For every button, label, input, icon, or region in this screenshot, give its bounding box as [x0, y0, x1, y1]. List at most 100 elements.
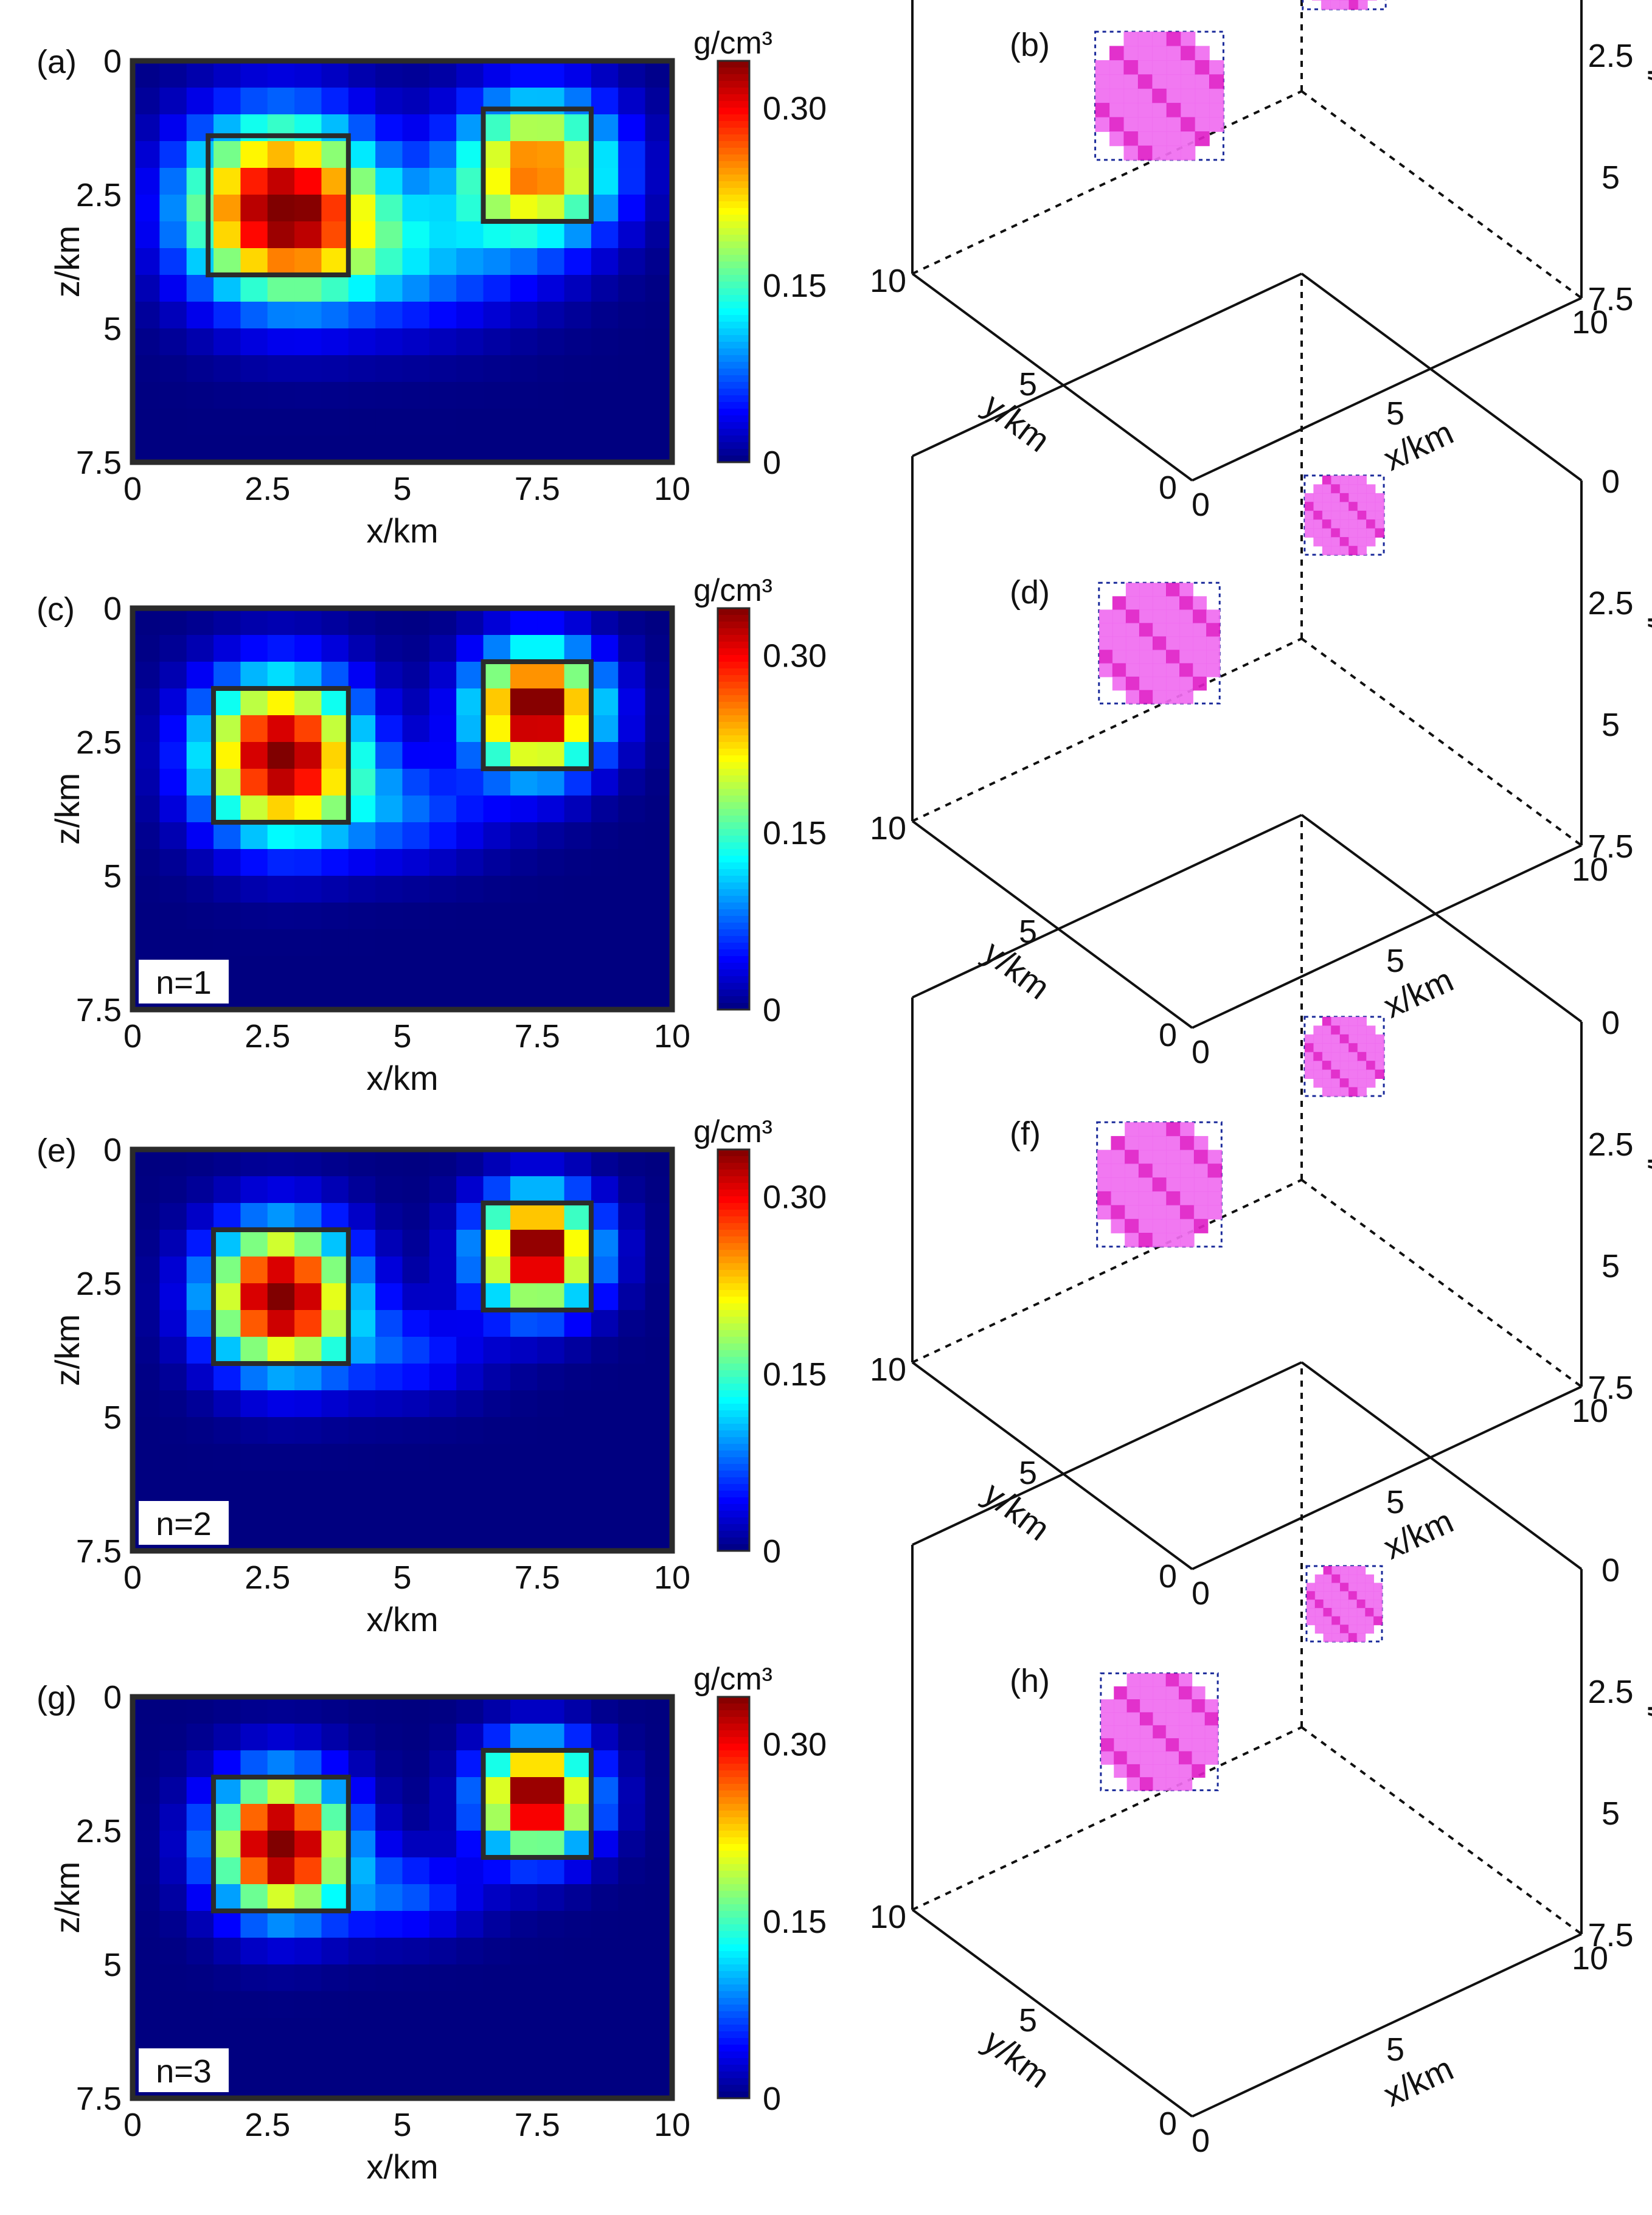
heatmap-cell	[267, 1724, 295, 1751]
colorbar-segment	[718, 2065, 749, 2072]
voxel	[1322, 1043, 1332, 1053]
heatmap-cell	[591, 409, 619, 436]
heatmap-cell	[321, 409, 349, 436]
heatmap-cell	[294, 168, 322, 195]
heatmap-cell	[537, 195, 565, 222]
heatmap-cell	[537, 1283, 565, 1311]
voxel	[1152, 131, 1167, 147]
heatmap-cell	[159, 195, 187, 222]
voxel	[1152, 676, 1167, 691]
heatmap-cell	[240, 221, 268, 249]
heatmap-cell	[618, 355, 646, 383]
true-model-box	[211, 1775, 351, 1913]
colorbar-segment	[718, 615, 749, 622]
colorbar-segment	[718, 2005, 749, 2012]
heatmap-cell	[240, 1417, 268, 1444]
voxel	[1180, 1191, 1195, 1206]
colorbar-tick-label: 0.30	[763, 91, 827, 127]
heatmap-cell	[483, 662, 511, 689]
colorbar-segment	[718, 108, 749, 115]
heatmap-cell	[159, 635, 187, 662]
heatmap-cell	[294, 1390, 322, 1418]
heatmap-cell	[348, 2071, 376, 2099]
heatmap-cell	[375, 662, 403, 689]
heatmap-cell	[456, 769, 484, 796]
voxel	[1097, 1205, 1112, 1220]
x-tick-label: 5	[393, 471, 411, 507]
colorbar-segment	[718, 695, 749, 702]
z-tick-label: 5	[1602, 159, 1620, 196]
heatmap-cell	[321, 1991, 349, 2019]
heatmap-cell	[321, 635, 349, 662]
voxel	[1139, 1738, 1154, 1752]
heatmap-cell	[510, 1938, 538, 1965]
heatmap-cell	[456, 903, 484, 930]
x-tick-label: 0	[123, 2107, 142, 2143]
voxel	[1209, 117, 1224, 132]
z-tick-label: 5	[1602, 1795, 1620, 1832]
colorbar-segment	[718, 1451, 749, 1458]
voxel	[1209, 74, 1224, 89]
heatmap-cell	[186, 1149, 214, 1177]
heatmap-cell	[510, 929, 538, 957]
colorbar-segment	[718, 1424, 749, 1431]
voxel	[1152, 1219, 1167, 1233]
heatmap-cell	[267, 1524, 295, 1551]
voxel	[1331, 1616, 1341, 1626]
heatmap-cell	[294, 248, 322, 276]
heatmap-cell	[321, 742, 349, 769]
heatmap-cell	[564, 956, 592, 983]
heatmap-cell	[321, 1750, 349, 1778]
heatmap-cell	[483, 2045, 511, 2072]
heatmap-cell	[564, 1149, 592, 1177]
heatmap-cell	[618, 88, 646, 115]
heatmap-cell	[294, 1964, 322, 1992]
heatmap-cell	[159, 2018, 187, 2045]
heatmap-cell	[375, 1337, 403, 1364]
voxel	[1166, 131, 1181, 147]
voxel	[1179, 596, 1193, 611]
heatmap-cell	[213, 608, 241, 636]
heatmap-cell	[240, 903, 268, 930]
heatmap-cell	[456, 1697, 484, 1724]
heatmap-cell	[348, 1777, 376, 1804]
voxel	[1112, 676, 1126, 691]
voxel	[1366, 502, 1376, 511]
voxel	[1193, 1163, 1209, 1178]
heatmap-cell	[429, 1857, 457, 1885]
heatmap-cell	[591, 876, 619, 903]
heatmap-cell	[375, 1364, 403, 1391]
heatmap-cell	[186, 1203, 214, 1230]
voxel	[1139, 650, 1153, 664]
heatmap-cell	[213, 248, 241, 276]
heatmap-cell	[294, 355, 322, 383]
heatmap-cell	[510, 796, 538, 823]
voxel	[1193, 1177, 1209, 1192]
heatmap-cell	[159, 1697, 187, 1724]
heatmap-cell	[645, 608, 673, 636]
heatmap-cell	[213, 1203, 241, 1230]
voxel	[1348, 1566, 1358, 1575]
heatmap-cell	[483, 742, 511, 769]
voxel	[1375, 1052, 1384, 1062]
voxel	[1331, 1025, 1341, 1035]
heatmap-cell	[267, 796, 295, 823]
colorbar-segment	[718, 715, 749, 723]
voxel	[1322, 1069, 1332, 1079]
colorbar-segment	[718, 1811, 749, 1818]
colorbar-segment	[718, 1216, 749, 1224]
heatmap-cell	[375, 1697, 403, 1724]
heatmap-cell	[564, 1390, 592, 1418]
heatmap-cell	[321, 2018, 349, 2045]
voxel	[1123, 117, 1139, 132]
heatmap-cell	[510, 1471, 538, 1498]
heatmap-cell	[510, 1337, 538, 1364]
heatmap-cell	[321, 715, 349, 743]
voxel	[1366, 528, 1376, 538]
heatmap-cell	[213, 195, 241, 222]
colorbar-segment	[718, 1190, 749, 1197]
heatmap-cell	[159, 1857, 187, 1885]
heatmap-cell	[159, 1283, 187, 1311]
voxel	[1137, 117, 1153, 132]
heatmap-cell	[429, 302, 457, 329]
